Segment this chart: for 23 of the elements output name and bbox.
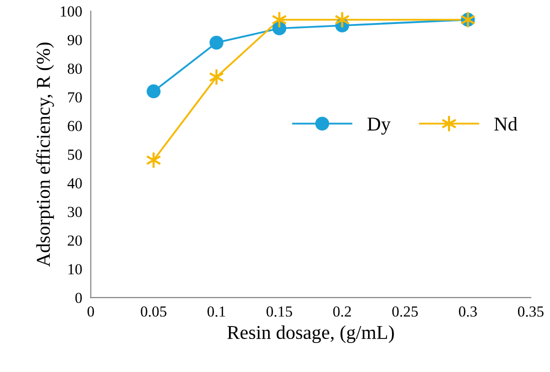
x-tick-label: 0.35 <box>518 306 544 317</box>
x-axis-title: Resin dosage, (g/mL) <box>227 325 394 344</box>
x-tick-label: 0.05 <box>140 306 166 317</box>
x-tick-label: 0 <box>88 306 94 317</box>
x-tick-label: 0.1 <box>208 306 226 317</box>
y-tick-label: 60 <box>68 120 82 132</box>
y-tick-label: 90 <box>68 34 82 46</box>
y-axis-title: Adsorption efficiency, R (%) <box>36 42 54 267</box>
legend-label: Nd <box>494 116 518 131</box>
y-tick-label: 80 <box>68 64 82 74</box>
y-tick-label: 30 <box>68 206 82 218</box>
y-tick-label: 0 <box>75 292 82 304</box>
x-tick-label: 0.25 <box>392 306 418 317</box>
y-tick-label: 10 <box>68 264 82 274</box>
legend-label: Dy <box>368 118 391 135</box>
y-tick-label: 70 <box>68 92 82 103</box>
x-tick-label: 0.15 <box>266 306 292 317</box>
y-tick-label: 40 <box>67 178 82 188</box>
x-tick-label: 0.2 <box>333 306 351 317</box>
y-tick-label: 100 <box>60 6 82 17</box>
x-tick-label: 0.3 <box>458 306 477 317</box>
y-tick-label: 20 <box>68 235 82 246</box>
y-tick-label: 50 <box>68 150 82 160</box>
